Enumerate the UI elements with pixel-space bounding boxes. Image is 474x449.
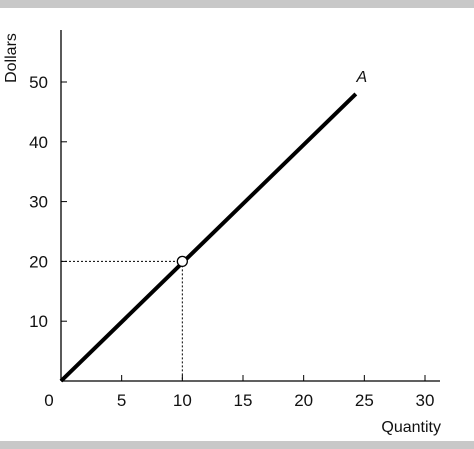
y-ticks-group: 10 20 30 40 50 (29, 73, 67, 331)
x-tick-label-30: 30 (416, 391, 435, 410)
guide-lines-group (61, 260, 183, 381)
x-tick-label-10: 10 (173, 391, 192, 410)
bottom-border-band (0, 441, 474, 449)
x-tick-label-5: 5 (117, 391, 126, 410)
highlighted-point-marker (176, 255, 188, 268)
x-tick-label-0: 0 (44, 391, 53, 410)
y-axis-title: Dollars (3, 33, 20, 83)
x-tick-label-20: 20 (294, 391, 313, 410)
y-tick-label-50: 50 (29, 73, 48, 92)
y-tick-label-40: 40 (29, 133, 48, 152)
series-label-a: A (356, 69, 368, 86)
x-tick-label-25: 25 (355, 391, 374, 410)
y-tick-label-20: 20 (29, 252, 48, 271)
series-line-0 (59, 92, 358, 383)
x-ticks-group: 0 5 10 15 20 25 30 (44, 375, 434, 410)
y-tick-label-30: 30 (29, 193, 48, 212)
labels-group: Dollars Quantity A (3, 33, 441, 436)
top-border-band (0, 0, 474, 8)
axes-group (60, 30, 440, 382)
x-axis-title: Quantity (381, 419, 441, 436)
x-tick-label-15: 15 (234, 391, 253, 410)
y-tick-label-10: 10 (29, 312, 48, 331)
series-group (59, 92, 358, 383)
